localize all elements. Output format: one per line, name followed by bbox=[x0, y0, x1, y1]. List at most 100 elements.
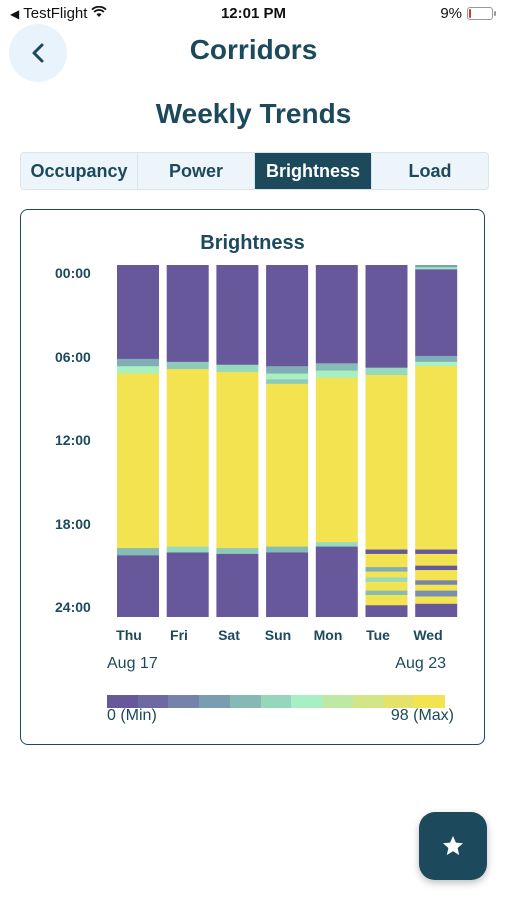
heatmap-cell bbox=[266, 265, 309, 367]
y-tick-label: 24:00 bbox=[55, 599, 91, 615]
heatmap-cell bbox=[415, 580, 458, 586]
y-tick-label: 06:00 bbox=[55, 349, 91, 365]
heatmap-cell bbox=[365, 581, 408, 591]
x-tick-label: Wed bbox=[413, 627, 443, 643]
heatmap-cell bbox=[315, 370, 358, 379]
y-tick-label: 00:00 bbox=[55, 265, 91, 281]
date-range-start: Aug 17 bbox=[107, 655, 158, 672]
heatmap-cell bbox=[315, 377, 358, 543]
tab-brightness[interactable]: Brightness bbox=[255, 153, 372, 189]
scale-segment bbox=[199, 695, 230, 708]
heatmap-cell bbox=[415, 570, 458, 581]
carrier-label: TestFlight bbox=[23, 5, 88, 22]
tab-occupancy[interactable]: Occupancy bbox=[21, 153, 138, 189]
heatmap-cell bbox=[216, 265, 259, 366]
heatmap-cell bbox=[166, 546, 209, 553]
heatmap-cell bbox=[365, 265, 408, 369]
heatmap-cell bbox=[365, 567, 408, 572]
heatmap-cell bbox=[415, 267, 458, 270]
tab-load[interactable]: Load bbox=[408, 160, 452, 181]
heatmap-column-mon bbox=[315, 265, 358, 617]
heatmap-column-thu bbox=[117, 265, 159, 617]
favorite-button[interactable] bbox=[419, 812, 487, 880]
x-tick-label: Sun bbox=[264, 627, 292, 643]
back-button[interactable] bbox=[9, 24, 67, 82]
heatmap-column-sat bbox=[216, 265, 259, 617]
back-to-app-icon[interactable]: ◀ bbox=[10, 6, 20, 21]
battery-level bbox=[469, 9, 471, 18]
battery-icon bbox=[467, 7, 496, 20]
heatmap-cell bbox=[266, 373, 309, 380]
scale-max-label: 98 (Max) bbox=[390, 707, 454, 724]
heatmap-cell bbox=[415, 355, 458, 363]
chevron-left-icon bbox=[32, 43, 44, 63]
heatmap-cell bbox=[117, 373, 159, 549]
status-time: 12:01 PM bbox=[220, 5, 287, 22]
metric-tabs: Occupancy Power Brightness Load bbox=[20, 152, 489, 190]
heatmap bbox=[117, 265, 458, 617]
status-left: ◀ TestFlight bbox=[10, 5, 108, 22]
heatmap-cell bbox=[266, 366, 309, 374]
scale-segment bbox=[107, 695, 138, 708]
color-scale bbox=[107, 695, 446, 708]
heatmap-cell bbox=[365, 375, 408, 550]
status-bar: ◀ TestFlight 12:01 PM 9% bbox=[0, 0, 507, 28]
heatmap-cell bbox=[315, 265, 358, 364]
scale-segment bbox=[260, 695, 292, 708]
heatmap-cell bbox=[315, 542, 358, 547]
heatmap-cell bbox=[415, 549, 458, 555]
heatmap-cell bbox=[415, 603, 458, 617]
chart-card: Brightness 00:00 06:00 12:00 18:00 24:00… bbox=[20, 209, 485, 745]
scale-segment bbox=[322, 695, 353, 708]
heatmap-cell bbox=[365, 605, 408, 617]
heatmap-cell bbox=[117, 265, 159, 360]
scale-segment bbox=[414, 695, 446, 708]
heatmap-cell bbox=[266, 546, 309, 553]
heatmap-cell bbox=[315, 546, 358, 617]
heatmap-cell bbox=[216, 553, 259, 617]
heatmap-cell bbox=[117, 548, 159, 556]
heatmap-cell bbox=[415, 366, 458, 550]
heatmap-cell bbox=[266, 379, 309, 385]
scale-segment bbox=[352, 695, 384, 708]
scale-segment bbox=[137, 695, 169, 708]
x-tick-label: Fri bbox=[170, 627, 188, 643]
heatmap-cell bbox=[216, 548, 259, 555]
heatmap-cell bbox=[365, 595, 408, 606]
page-title: Corridors bbox=[189, 34, 318, 65]
heatmap-column-fri bbox=[166, 265, 209, 617]
tab-power[interactable]: Power bbox=[138, 153, 255, 189]
heatmap-cell bbox=[365, 367, 408, 376]
scale-segment bbox=[291, 695, 323, 708]
star-icon bbox=[443, 836, 463, 855]
y-tick-label: 18:00 bbox=[55, 516, 91, 532]
heatmap-column-tue bbox=[365, 265, 408, 617]
heatmap-cell bbox=[415, 584, 458, 591]
heatmap-cell bbox=[415, 265, 458, 268]
x-tick-label: Thu bbox=[116, 627, 142, 643]
heatmap-cell bbox=[365, 577, 408, 583]
heatmap-column-sun bbox=[266, 265, 309, 617]
x-tick-label: Tue bbox=[366, 627, 390, 643]
heatmap-cell bbox=[415, 361, 458, 367]
heatmap-cell bbox=[216, 372, 259, 549]
heatmap-cell bbox=[166, 361, 209, 370]
heatmap-cell bbox=[365, 553, 408, 568]
scale-min-label: 0 (Min) bbox=[107, 707, 157, 724]
heatmap-cell bbox=[415, 565, 458, 571]
y-tick-label: 12:00 bbox=[55, 432, 91, 448]
heatmap-column-wed bbox=[415, 265, 458, 617]
scale-segment bbox=[383, 695, 415, 708]
heatmap-cell bbox=[166, 369, 209, 547]
heatmap-cell bbox=[117, 366, 159, 374]
heatmap-cell bbox=[117, 555, 159, 617]
scale-segment bbox=[168, 695, 200, 708]
wifi-icon bbox=[91, 5, 108, 22]
battery-percent: 9% bbox=[440, 5, 462, 22]
heatmap-cell bbox=[415, 596, 458, 605]
section-title: Weekly Trends bbox=[155, 98, 352, 129]
heatmap-cell bbox=[266, 383, 309, 547]
heatmap-cell bbox=[365, 590, 408, 596]
heatmap-cell bbox=[216, 364, 259, 373]
heatmap-cell bbox=[266, 552, 309, 617]
